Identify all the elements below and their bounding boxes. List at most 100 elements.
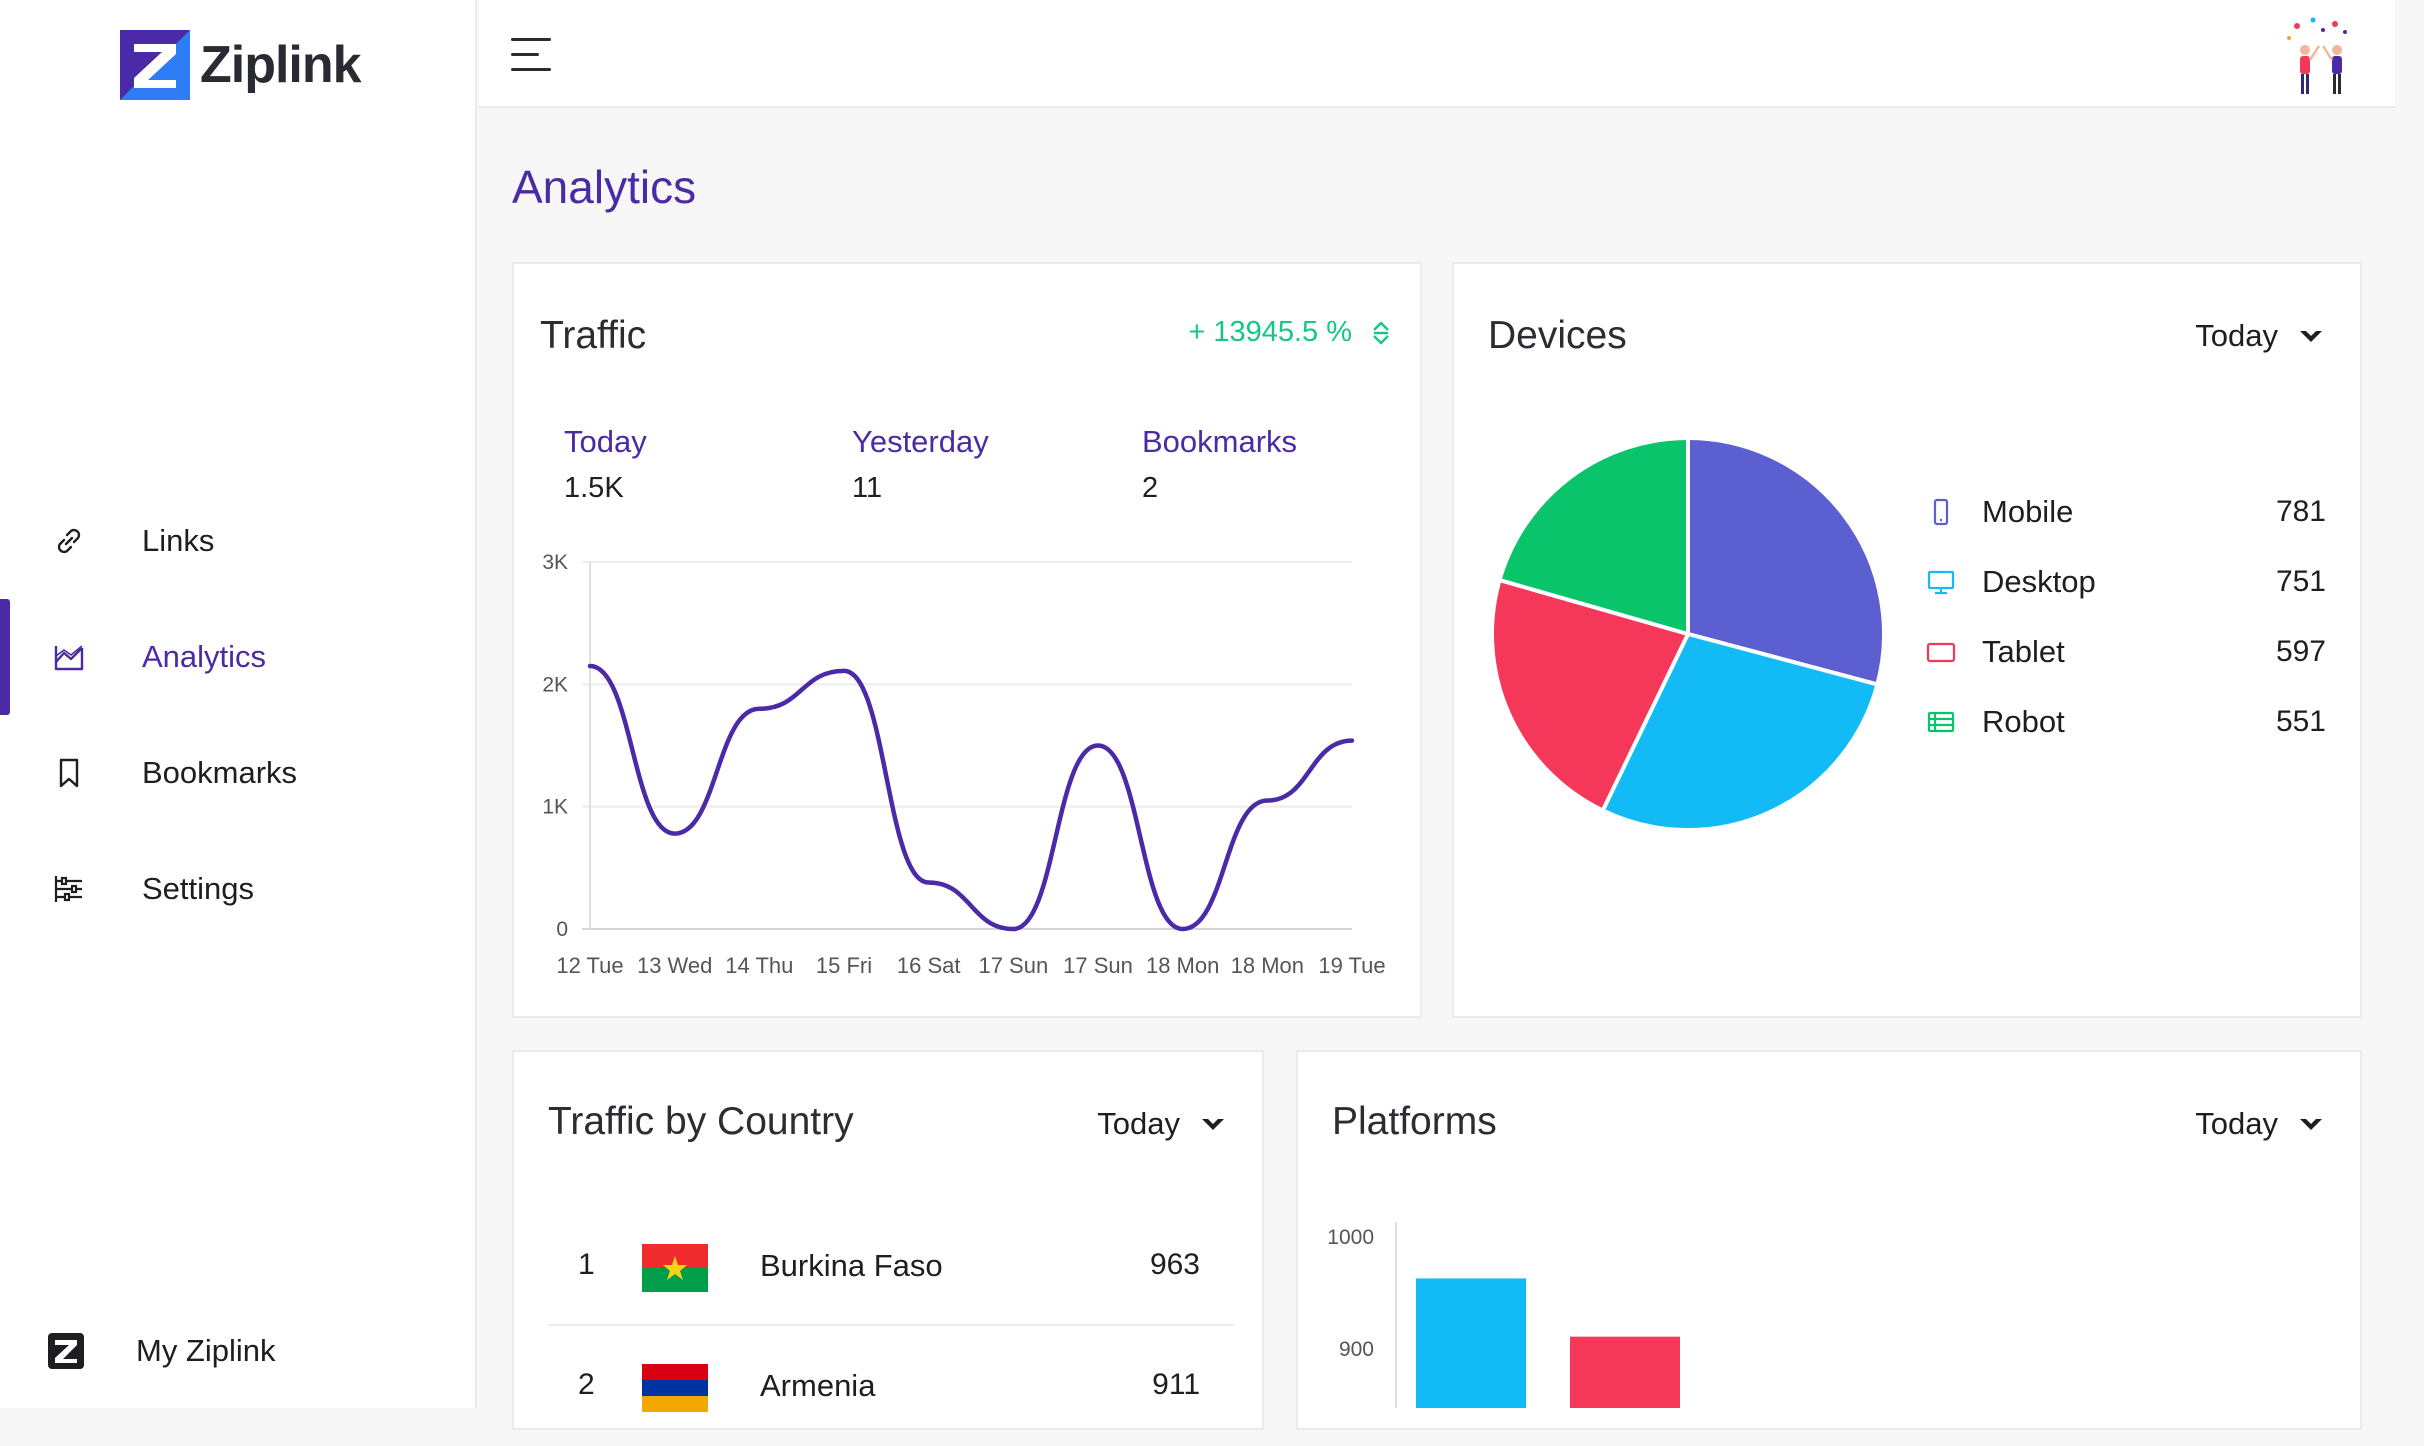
chevron-down-icon xyxy=(2300,1115,2322,1130)
brand-name: Ziplink xyxy=(200,36,362,94)
platform-bar xyxy=(1416,1278,1526,1408)
sidebar-item-label: Settings xyxy=(142,871,255,906)
country-card: Traffic by Country Today 1 Burkina Faso … xyxy=(512,1050,1264,1430)
legend-label: Mobile xyxy=(1982,494,2074,529)
hamburger-line xyxy=(511,53,539,56)
country-title: Traffic by Country xyxy=(548,1100,854,1143)
y-tick-label: 0 xyxy=(556,918,568,941)
country-name: Burkina Faso xyxy=(760,1248,943,1283)
platforms-card: Platforms Today 1000 900 xyxy=(1296,1050,2362,1430)
country-row[interactable]: 2 Armenia 911 xyxy=(548,1330,1234,1446)
pie-slice-tablet xyxy=(1490,577,1691,814)
pie-slice-robot xyxy=(1497,435,1690,637)
sidebar-item-label: Links xyxy=(142,523,215,558)
y-tick-label: 1K xyxy=(542,796,568,819)
devices-card: Devices Today Mobile 781 Desktop 751 Tab… xyxy=(1452,262,2362,1018)
devices-pie-chart xyxy=(1490,435,1886,832)
growth-value: + 13945.5 % xyxy=(1188,316,1352,348)
legend-item-mobile: Mobile 781 xyxy=(1926,482,2326,542)
stat-today-value: 1.5K xyxy=(564,472,624,504)
sidebar-item-bookmarks[interactable]: Bookmarks xyxy=(0,718,477,828)
sidebar: Ziplink Links Analytics Bookmarks xyxy=(0,0,477,1408)
legend-label: Desktop xyxy=(1982,564,2096,599)
x-tick-label: 17 Sun xyxy=(978,953,1048,978)
legend-label: Tablet xyxy=(1982,634,2065,669)
platforms-period-dropdown[interactable]: Today xyxy=(2195,1106,2322,1142)
sidebar-item-label: Bookmarks xyxy=(142,755,298,790)
country-value: 963 xyxy=(1149,1248,1200,1281)
country-value: 911 xyxy=(1152,1368,1200,1401)
mobile-icon xyxy=(1933,498,1949,526)
platforms-bar-chart: 1000 900 xyxy=(1327,1222,1680,1408)
legend-label: Robot xyxy=(1982,704,2065,739)
robot-icon xyxy=(1927,711,1955,733)
hamburger-line xyxy=(511,68,551,71)
legend-item-desktop: Desktop 751 xyxy=(1926,552,2326,612)
armenia-flag-icon xyxy=(642,1364,708,1412)
platform-bar xyxy=(1570,1336,1680,1408)
brand-logo[interactable]: Ziplink xyxy=(120,30,362,100)
country-row[interactable]: 1 Burkina Faso 963 xyxy=(548,1210,1234,1326)
devices-legend: Mobile 781 Desktop 751 Tablet 597 Robot … xyxy=(1926,482,2424,782)
legend-item-tablet: Tablet 597 xyxy=(1926,622,2326,682)
country-rank: 2 xyxy=(578,1368,595,1401)
dropdown-value: Today xyxy=(2195,1106,2278,1141)
celebration-avatar-icon[interactable] xyxy=(2283,16,2359,96)
x-tick-label: 18 Mon xyxy=(1146,953,1219,978)
stat-bookmarks-value: 2 xyxy=(1142,472,1159,504)
y-tick-label: 2K xyxy=(542,673,568,696)
burkina-faso-flag-icon xyxy=(642,1244,708,1292)
topbar xyxy=(479,0,2395,108)
stat-today-label: Today xyxy=(564,424,647,459)
y-tick-label: 900 xyxy=(1339,1338,1374,1361)
platforms-title: Platforms xyxy=(1332,1100,1497,1143)
pie-slice-desktop xyxy=(1600,631,1880,832)
stat-yesterday-label: Yesterday xyxy=(852,424,989,459)
country-rank: 1 xyxy=(578,1248,595,1281)
y-tick-label: 1000 xyxy=(1327,1226,1374,1249)
dropdown-value: Today xyxy=(2195,318,2278,353)
settings-icon xyxy=(54,876,82,902)
sidebar-item-settings[interactable]: Settings xyxy=(0,834,477,944)
devices-title: Devices xyxy=(1488,314,1627,357)
sidebar-footer-label: My Ziplink xyxy=(136,1333,276,1368)
row-divider xyxy=(548,1324,1234,1326)
tablet-icon xyxy=(1926,642,1956,663)
traffic-line-chart: 0 1K 2K 3K 12 Tue 13 Wed 14 Thu 15 Fri 16 Sat 17 … xyxy=(542,551,1385,978)
traffic-series-line xyxy=(587,663,1355,932)
sidebar-item-label: Analytics xyxy=(142,639,267,674)
x-tick-label: 15 Fri xyxy=(816,953,872,978)
menu-toggle-button[interactable] xyxy=(511,38,557,72)
stat-bookmarks-label: Bookmarks xyxy=(1142,424,1298,459)
legend-value: 781 xyxy=(2275,495,2326,528)
x-tick-label: 12 Tue xyxy=(556,953,623,978)
ziplink-logo-icon xyxy=(120,30,190,100)
x-tick-label: 13 Wed xyxy=(637,953,712,978)
sort-arrows-icon[interactable] xyxy=(1370,320,1392,346)
x-tick-label: 19 Tue xyxy=(1318,953,1385,978)
country-period-dropdown[interactable]: Today xyxy=(1097,1106,1224,1142)
desktop-icon xyxy=(1927,570,1955,595)
x-tick-label: 17 Sun xyxy=(1063,953,1133,978)
legend-value: 751 xyxy=(2275,565,2326,598)
x-tick-label: 18 Mon xyxy=(1231,953,1304,978)
page-title: Analytics xyxy=(512,161,697,213)
sidebar-item-analytics[interactable]: Analytics xyxy=(0,602,477,712)
legend-item-robot: Robot 551 xyxy=(1926,692,2326,752)
x-tick-label: 16 Sat xyxy=(897,953,961,978)
legend-value: 551 xyxy=(2275,705,2326,738)
devices-period-dropdown[interactable]: Today xyxy=(2195,318,2322,354)
link-icon xyxy=(57,528,81,554)
hamburger-line xyxy=(511,38,551,41)
active-indicator xyxy=(0,599,10,715)
bookmark-icon xyxy=(59,758,79,788)
pie-slice-mobile xyxy=(1686,435,1886,687)
legend-value: 597 xyxy=(2275,635,2326,668)
analytics-icon xyxy=(54,645,84,671)
sidebar-item-links[interactable]: Links xyxy=(0,486,477,596)
chevron-down-icon xyxy=(2300,327,2322,342)
y-tick-label: 3K xyxy=(542,551,568,574)
growth-indicator: + 13945.5 % xyxy=(1188,316,1392,349)
sidebar-item-my-ziplink[interactable]: My Ziplink xyxy=(0,1296,477,1406)
traffic-card: Traffic + 13945.5 % Today 1.5K Yesterday… xyxy=(512,262,1422,1018)
